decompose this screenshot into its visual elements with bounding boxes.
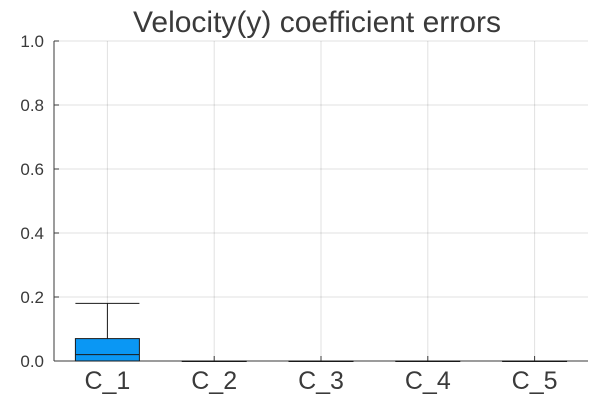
y-tick-label: 0.4 <box>20 224 44 243</box>
x-tick-label: C_2 <box>191 367 237 395</box>
x-tick-label: C_4 <box>405 367 451 395</box>
tick-labels: 0.0 0.2 0.4 0.6 0.8 1.0 C_1 C_2 C_3 C_4 C_5 <box>20 32 557 395</box>
y-tick-label: 1.0 <box>20 32 44 51</box>
y-tick-label: 0.2 <box>20 288 44 307</box>
boxes <box>74 302 568 362</box>
x-tick-label: C_3 <box>298 367 344 395</box>
box-C_1 <box>74 338 140 362</box>
grid-lines <box>54 40 588 362</box>
y-tick-label: 0.8 <box>20 96 44 115</box>
x-tick-label: C_1 <box>84 367 130 395</box>
y-tick-label: 0.6 <box>20 160 44 179</box>
y-tick-label: 0.0 <box>20 352 44 371</box>
chart-title: Velocity(y) coefficient errors <box>133 6 501 39</box>
x-tick-label: C_5 <box>512 367 558 395</box>
